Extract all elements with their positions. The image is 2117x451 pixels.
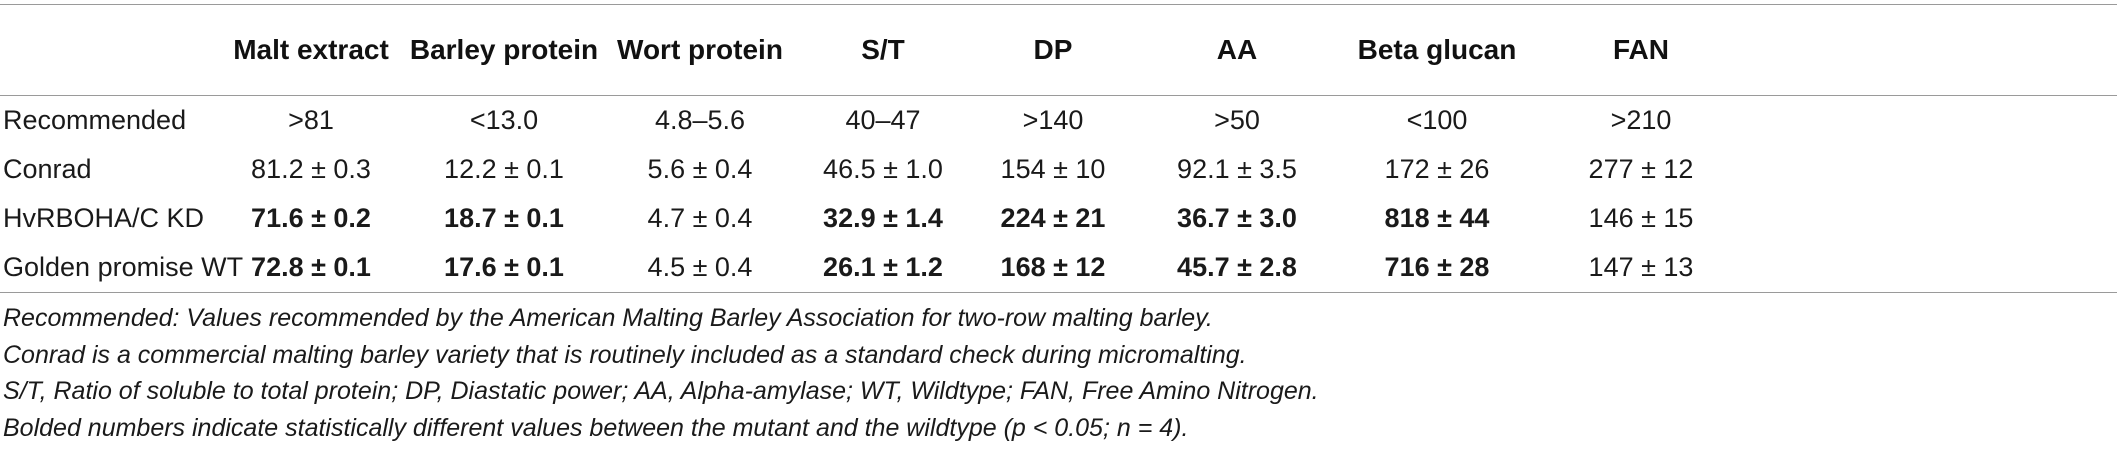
table-cell: 4.8–5.6 (654, 105, 746, 135)
table-cell: 45.7 ± 2.8 (1177, 252, 1297, 282)
column-header: AA (1216, 33, 1258, 65)
table-cell: 72.8 ± 0.1 (251, 252, 371, 282)
table-cell: 172 ± 26 (1384, 154, 1490, 184)
table-cell: 32.9 ± 1.4 (823, 203, 943, 233)
table-cell: 818 ± 44 (1384, 203, 1490, 233)
table-cell: 40–47 (845, 105, 921, 135)
table-cell: 4.7 ± 0.4 (647, 203, 753, 233)
column-header: FAN (1613, 33, 1669, 65)
table-cell: 12.2 ± 0.1 (444, 154, 564, 184)
table-cell: 26.1 ± 1.2 (823, 252, 943, 282)
header-empty-cell (0, 4, 233, 95)
table-cell: 46.5 ± 1.0 (823, 154, 943, 184)
table-cell: 716 ± 28 (1384, 252, 1490, 282)
table-cell: >50 (1214, 105, 1260, 135)
table-footnotes: Recommended: Values recommended by the A… (3, 300, 2103, 446)
footnote-abbreviations: S/T, Ratio of soluble to total protein; … (3, 377, 1319, 405)
row-label: HvRBOHA/C KD (3, 203, 205, 233)
table-row: Recommended >81 <13.0 4.8–5.6 40–47 >140 >50 <1… (0, 96, 2117, 145)
table-cell: >210 (1610, 105, 1672, 135)
table-cell: >140 (1022, 105, 1084, 135)
table-cell: 147 ± 13 (1588, 252, 1694, 282)
footnote-recommended: Recommended: Values recommended by the A… (3, 304, 1213, 332)
table-cell: 224 ± 21 (1000, 203, 1106, 233)
table-cell: <13.0 (469, 105, 539, 135)
row-label: Golden promise WT (3, 252, 244, 282)
table-cell: 277 ± 12 (1588, 154, 1694, 184)
table-cell: 71.6 ± 0.2 (251, 203, 371, 233)
table-cell: 154 ± 10 (1000, 154, 1106, 184)
table-cell: 146 ± 15 (1588, 203, 1694, 233)
table-row: Conrad 81.2 ± 0.3 12.2 ± 0.1 5.6 ± 0.4 46.5 … (0, 145, 2117, 194)
column-header: Wort protein (617, 33, 783, 65)
column-header: Beta glucan (1357, 33, 1517, 65)
table-body: Recommended >81 <13.0 4.8–5.6 40–47 >140 >50 <1… (0, 96, 2117, 292)
column-header: Malt extract (233, 33, 389, 65)
table-header: Malt extract Barley protein Wort protein S/… (0, 4, 2117, 95)
table-cell: >81 (288, 105, 334, 135)
table-cell: 18.7 ± 0.1 (444, 203, 564, 233)
row-label: Recommended (3, 105, 187, 135)
table-cell: 4.5 ± 0.4 (647, 252, 753, 282)
table-bottom-rule (0, 292, 2117, 293)
column-header: DP (1033, 33, 1073, 65)
table-cell: <100 (1406, 105, 1468, 135)
table-row: Golden promise WT 72.8 ± 0.1 17.6 ± 0.1 4.5… (0, 243, 2117, 292)
table-cell: 168 ± 12 (1000, 252, 1106, 282)
table-cell: 17.6 ± 0.1 (444, 252, 564, 282)
table-cell: 36.7 ± 3.0 (1177, 203, 1297, 233)
table-header-rule (0, 95, 2117, 96)
table-row: HvRBOHA/C KD 71.6 ± 0.2 18.7 ± 0.1 4.7 ± 0.… (0, 194, 2117, 243)
table-cell: 5.6 ± 0.4 (647, 154, 753, 184)
row-label: Conrad (3, 154, 92, 184)
footnote-conrad: Conrad is a commercial malting barley va… (3, 340, 1247, 369)
column-header: Barley protein (409, 33, 599, 65)
table-cell: 81.2 ± 0.3 (251, 154, 371, 184)
table-cell: 92.1 ± 3.5 (1177, 154, 1297, 184)
table-top-rule (0, 4, 2117, 5)
column-header: S/T (861, 33, 905, 65)
footnote-bold: Bolded numbers indicate statistically di… (3, 413, 1189, 442)
